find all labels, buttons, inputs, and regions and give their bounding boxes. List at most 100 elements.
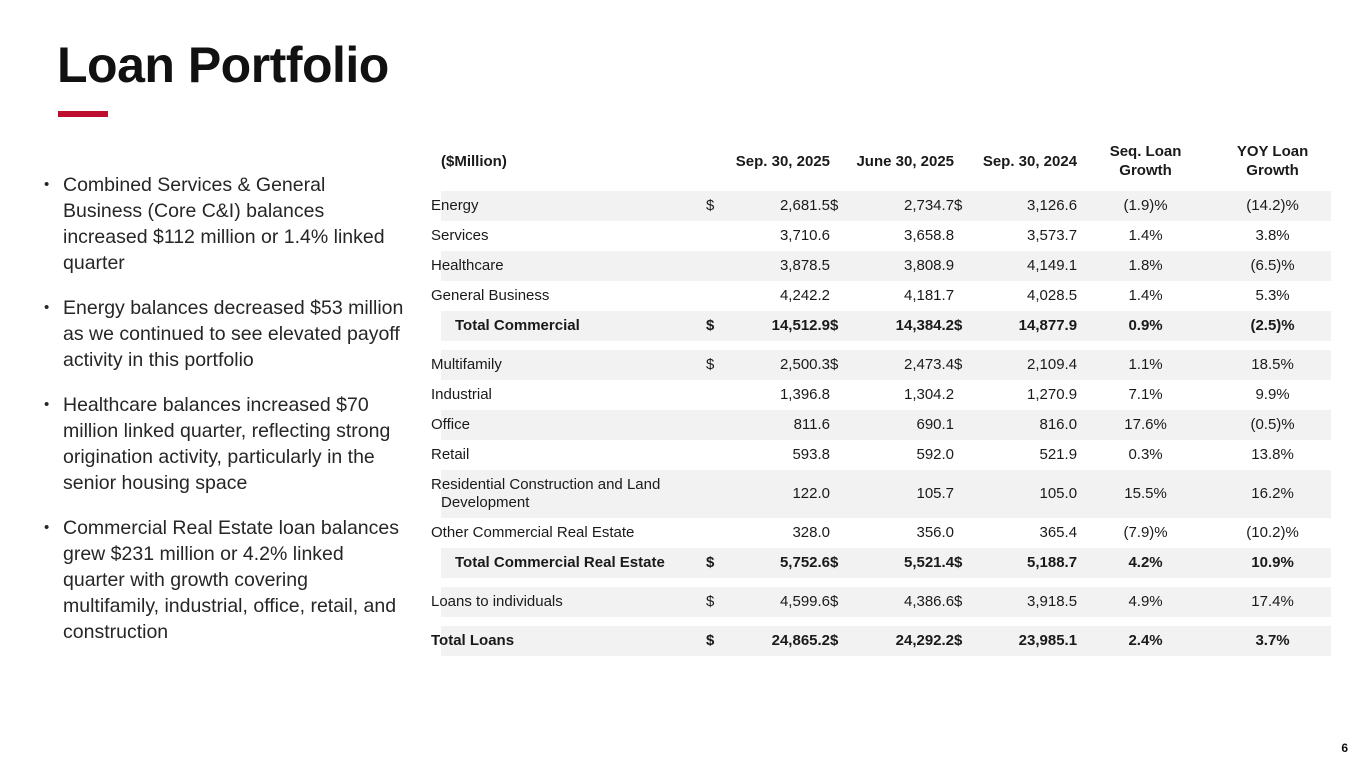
row-label: Energy [431, 191, 706, 221]
table-row: Healthcare 3,878.5 3,808.9 4,149.1 1.8% (6.5)… [431, 251, 1332, 281]
value-june-2025: 2,473.4 [866, 350, 955, 380]
dollar-sign-sep-2025: $ [706, 626, 742, 656]
table-row: Office 811.6 690.1 816.0 17.6% (0.5)% [431, 410, 1332, 440]
loan-table-container: ($Million) Sep. 30, 2025 June 30, 2025 S… [431, 142, 1332, 656]
yoy-loan-growth: 13.8% [1251, 446, 1294, 463]
dollar-sign-june-2025: $ [830, 548, 867, 578]
table-row: Total Commercial $14,512.9 $14,384.2 $14,87… [441, 311, 1332, 341]
dollar-sign-sep-2024: $ [954, 548, 991, 578]
page-number: 6 [1341, 741, 1348, 755]
value-june-2025: 3,658.8 [903, 227, 955, 244]
value-sep-2024: 2,109.4 [990, 350, 1078, 380]
seq-loan-growth: 2.4% [1077, 626, 1215, 656]
value-sep-2025: 4,599.6 [742, 587, 831, 617]
dollar-sign-sep-2025: $ [706, 311, 742, 341]
section-gap [441, 341, 1332, 350]
dollar-sign-sep-2024: $ [954, 350, 991, 380]
row-label: Total Loans [431, 626, 706, 656]
yoy-loan-growth: (0.5)% [1214, 410, 1332, 440]
dollar-sign-june-2025 [830, 221, 866, 251]
col-header-sep-30-2024: Sep. 30, 2024 [982, 152, 1078, 170]
dollar-sign-june-2025 [830, 470, 867, 518]
bullet-icon: • [44, 396, 50, 413]
bullet-icon: • [44, 176, 50, 193]
table-row: Other Commercial Real Estate 328.0 356.0 36… [431, 518, 1331, 548]
dollar-sign-june-2025 [830, 251, 867, 281]
dollar-sign-sep-2024 [954, 470, 991, 518]
table-row: Industrial 1,396.8 1,304.2 1,270.9 7.1% 9.9% [431, 380, 1331, 410]
dollar-sign-sep-2025 [706, 221, 742, 251]
value-sep-2025: 2,681.5 [742, 191, 831, 221]
value-sep-2025: 3,710.6 [779, 227, 831, 244]
bullet-text: Combined Services & General Business (Co… [63, 174, 385, 274]
dollar-sign-sep-2025 [706, 470, 742, 518]
dollar-sign-sep-2025: $ [706, 548, 742, 578]
table-row: Residential Construction and Land Develo… [431, 470, 1332, 518]
row-label: Industrial [431, 386, 492, 403]
bullet-icon: • [44, 519, 50, 536]
value-june-2025: 14,384.2 [866, 311, 955, 341]
seq-loan-growth: 4.9% [1077, 587, 1215, 617]
value-june-2025: 356.0 [916, 524, 955, 541]
row-label: Other Commercial Real Estate [431, 524, 635, 541]
col-header-unit: ($Million) [441, 152, 507, 170]
value-sep-2025: 24,865.2 [742, 626, 831, 656]
seq-loan-growth: 1.4% [1128, 287, 1163, 304]
dollar-sign-june-2025 [830, 281, 866, 311]
loan-table-body: Energy $2,681.5 $2,734.7 $3,126.6 (1.9)% (14.… [431, 191, 1332, 656]
value-june-2025: 1,304.2 [903, 386, 955, 403]
table-row: Multifamily $2,500.3 $2,473.4 $2,109.4 1.1% 1… [431, 350, 1332, 380]
table-row: Retail 593.8 592.0 521.9 0.3% 13.8% [431, 440, 1331, 470]
value-sep-2025: 328.0 [792, 524, 831, 541]
row-label: Loans to individuals [431, 587, 706, 617]
seq-loan-growth: 1.1% [1077, 350, 1215, 380]
table-row: Total Commercial Real Estate $5,752.6 $5,5… [441, 548, 1332, 578]
yoy-loan-growth: 5.3% [1255, 287, 1290, 304]
dollar-sign-sep-2025 [706, 281, 742, 311]
dollar-sign-sep-2024 [954, 221, 990, 251]
value-sep-2025: 122.0 [742, 470, 831, 518]
dollar-sign-june-2025: $ [830, 626, 867, 656]
seq-loan-growth: 1.8% [1077, 251, 1215, 281]
title-accent-bar [58, 111, 108, 117]
value-sep-2024: 365.4 [1039, 524, 1078, 541]
value-sep-2024: 3,573.7 [1027, 227, 1078, 244]
value-sep-2025: 2,500.3 [742, 350, 831, 380]
value-sep-2024: 14,877.9 [990, 311, 1078, 341]
dollar-sign-june-2025: $ [830, 311, 867, 341]
seq-loan-growth: 1.4% [1128, 227, 1163, 244]
dollar-sign-june-2025 [830, 410, 867, 440]
yoy-loan-growth: 3.7% [1214, 626, 1332, 656]
dollar-sign-sep-2025: $ [706, 587, 742, 617]
bullet-icon: • [44, 299, 50, 316]
value-sep-2025: 593.8 [792, 446, 831, 463]
value-june-2025: 592.0 [916, 446, 955, 463]
bullet-list: • Combined Services & General Business (… [42, 172, 404, 664]
table-row: Energy $2,681.5 $2,734.7 $3,126.6 (1.9)% (14.… [431, 191, 1332, 221]
value-june-2025: 4,181.7 [903, 287, 955, 304]
value-sep-2025: 1,396.8 [779, 386, 831, 403]
row-label: Healthcare [431, 251, 706, 281]
yoy-loan-growth: 17.4% [1214, 587, 1332, 617]
row-label: Retail [431, 446, 470, 463]
bullet-item: • Commercial Real Estate loan balances g… [42, 515, 404, 645]
value-june-2025: 4,386.6 [866, 587, 955, 617]
seq-loan-growth: 4.2% [1077, 548, 1215, 578]
value-june-2025: 105.7 [866, 470, 955, 518]
dollar-sign-sep-2025 [706, 251, 742, 281]
table-row: Services 3,710.6 3,658.8 3,573.7 1.4% 3.8% [431, 221, 1331, 251]
yoy-loan-growth: 3.8% [1255, 227, 1290, 244]
row-label: Office [431, 410, 706, 440]
bullet-item: • Combined Services & General Business (… [42, 172, 404, 276]
dollar-sign-sep-2024: $ [954, 587, 991, 617]
bullet-item: • Energy balances decreased $53 million … [42, 295, 404, 373]
col-header-june-30-2025: June 30, 2025 [856, 152, 955, 170]
dollar-sign-sep-2024 [954, 251, 991, 281]
yoy-loan-growth: (14.2)% [1214, 191, 1332, 221]
seq-loan-growth: (7.9)% [1123, 524, 1168, 541]
bullet-item: • Healthcare balances increased $70 mill… [42, 392, 404, 496]
dollar-sign-june-2025: $ [830, 587, 867, 617]
value-sep-2025: 14,512.9 [742, 311, 831, 341]
loan-table: ($Million) Sep. 30, 2025 June 30, 2025 S… [431, 142, 1332, 656]
